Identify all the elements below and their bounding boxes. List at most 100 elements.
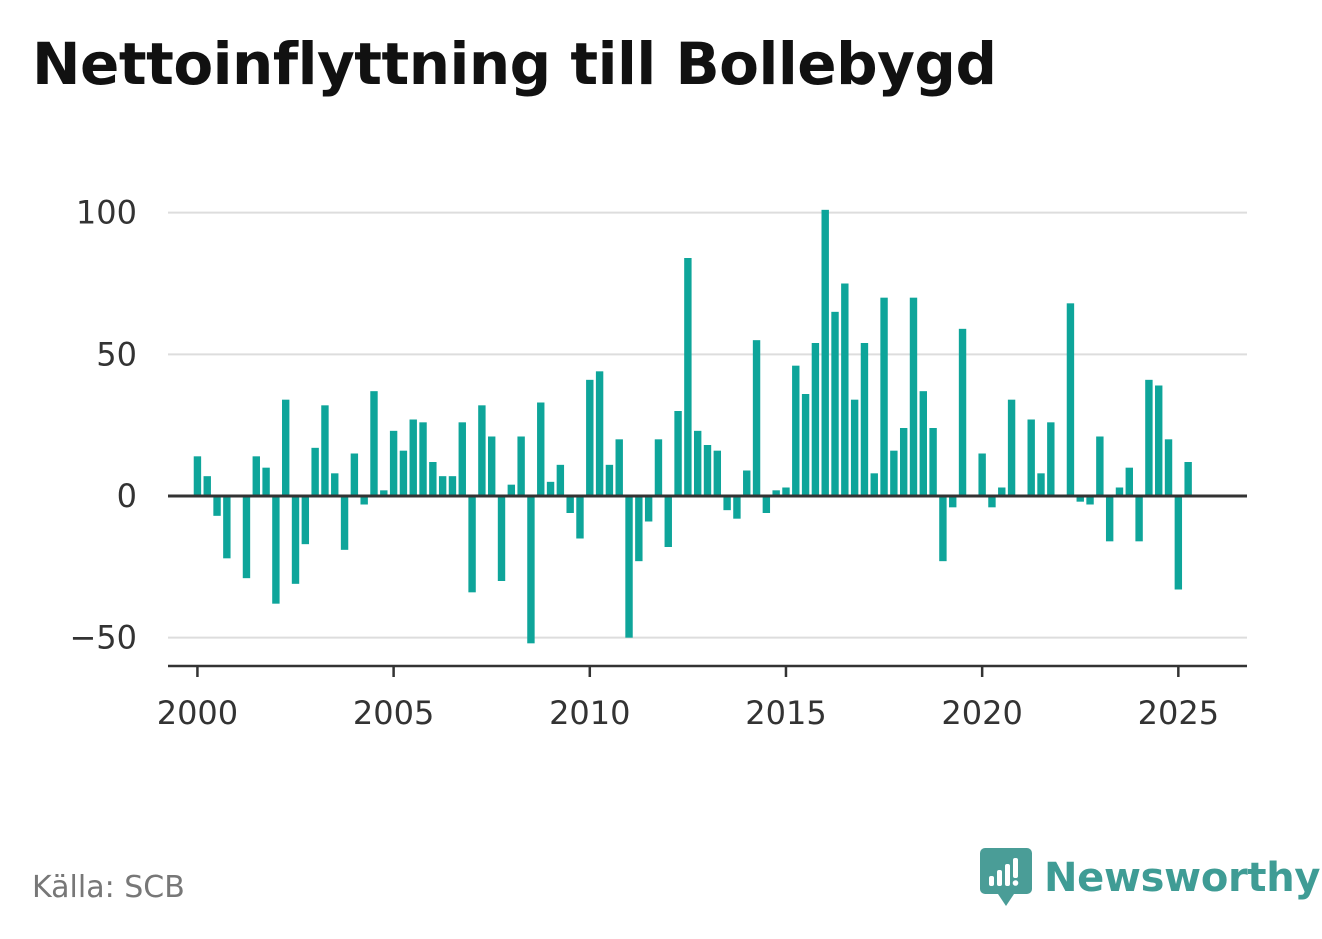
bar bbox=[654, 439, 663, 496]
bar bbox=[929, 428, 937, 496]
bar bbox=[1007, 399, 1016, 496]
bar bbox=[978, 453, 986, 496]
bar bbox=[419, 422, 427, 496]
bar bbox=[998, 487, 1006, 496]
bar bbox=[782, 487, 790, 496]
bar bbox=[909, 297, 918, 496]
bar bbox=[595, 371, 604, 496]
bar bbox=[468, 496, 476, 593]
bar bbox=[586, 379, 594, 496]
bar bbox=[1105, 496, 1114, 542]
bar bbox=[821, 209, 829, 496]
x-tick-label: 2005 bbox=[353, 694, 434, 732]
bar bbox=[1155, 385, 1163, 496]
bar bbox=[546, 481, 555, 496]
bar bbox=[831, 311, 839, 496]
bar bbox=[242, 496, 251, 579]
bar bbox=[370, 391, 378, 496]
bar bbox=[517, 436, 525, 496]
bar bbox=[792, 365, 800, 496]
y-tick-label: −50 bbox=[69, 619, 137, 657]
bar bbox=[870, 473, 878, 496]
bar bbox=[301, 496, 310, 545]
bar bbox=[674, 411, 682, 496]
bar bbox=[919, 391, 927, 496]
bar bbox=[350, 453, 359, 496]
y-tick-label: 100 bbox=[76, 194, 137, 232]
bar bbox=[380, 490, 388, 496]
chart-title: Nettoinflyttning till Bollebygd bbox=[32, 30, 997, 98]
bar bbox=[1076, 496, 1084, 502]
grid-lines bbox=[168, 211, 1247, 639]
newsworthy-logo-icon bbox=[980, 848, 1032, 906]
bar bbox=[537, 402, 545, 496]
bar bbox=[890, 450, 898, 496]
bar bbox=[556, 464, 565, 496]
bar bbox=[1096, 436, 1104, 496]
bar bbox=[497, 496, 506, 581]
bar-chart: −50 0 50 100 2000 2005 2010 2015 2020 2025 bbox=[69, 194, 1247, 732]
y-tick-label: 50 bbox=[96, 335, 137, 373]
bar bbox=[693, 430, 702, 496]
bar bbox=[311, 447, 319, 496]
bar bbox=[880, 297, 888, 496]
bar bbox=[1184, 462, 1192, 496]
bar bbox=[733, 496, 741, 519]
bar bbox=[939, 496, 947, 562]
bar bbox=[488, 436, 496, 496]
bar bbox=[389, 430, 398, 496]
bar bbox=[213, 496, 221, 516]
source-label: Källa: SCB bbox=[32, 870, 185, 905]
bar bbox=[664, 496, 672, 547]
bar bbox=[772, 490, 780, 496]
x-tick-label: 2000 bbox=[157, 694, 238, 732]
bar bbox=[1086, 496, 1094, 505]
bar bbox=[723, 496, 731, 511]
bar bbox=[1027, 419, 1035, 496]
bar bbox=[448, 476, 457, 496]
bar bbox=[272, 496, 280, 604]
x-tick-labels: 2000 2005 2010 2015 2020 2025 bbox=[157, 694, 1219, 732]
bar bbox=[899, 428, 908, 496]
bar bbox=[1164, 439, 1173, 496]
bar bbox=[860, 343, 869, 496]
bar bbox=[331, 473, 339, 496]
y-tick-label: 0 bbox=[117, 477, 137, 515]
bar bbox=[527, 496, 535, 644]
axes bbox=[168, 494, 1247, 677]
x-tick-label: 2025 bbox=[1138, 694, 1219, 732]
bar bbox=[801, 394, 810, 496]
bar bbox=[438, 476, 447, 496]
bar bbox=[713, 450, 722, 496]
bar bbox=[576, 496, 584, 539]
brand-name: Newsworthy bbox=[1044, 855, 1321, 901]
bar bbox=[360, 496, 368, 505]
bar bbox=[252, 456, 260, 496]
x-tick-label: 2020 bbox=[941, 694, 1022, 732]
bar bbox=[566, 496, 574, 513]
bar bbox=[193, 456, 202, 496]
bar bbox=[203, 476, 211, 496]
bar bbox=[399, 450, 408, 496]
bar bbox=[958, 328, 967, 496]
bar bbox=[1125, 467, 1133, 496]
bar bbox=[507, 484, 516, 496]
bar bbox=[811, 343, 820, 496]
bar bbox=[478, 405, 486, 496]
bar bbox=[223, 496, 231, 559]
bar bbox=[850, 399, 859, 496]
bar bbox=[1115, 487, 1124, 496]
bar bbox=[291, 496, 300, 584]
bar bbox=[743, 470, 751, 496]
bar bbox=[1145, 379, 1153, 496]
bar bbox=[1037, 473, 1045, 496]
bar bbox=[409, 419, 417, 496]
x-tick-label: 2010 bbox=[549, 694, 630, 732]
bar bbox=[615, 439, 623, 496]
bar bbox=[340, 496, 349, 550]
bar bbox=[429, 462, 437, 496]
bar bbox=[1135, 496, 1143, 542]
bar bbox=[752, 340, 761, 496]
bar bbox=[262, 467, 270, 496]
x-tick-label: 2015 bbox=[745, 694, 826, 732]
